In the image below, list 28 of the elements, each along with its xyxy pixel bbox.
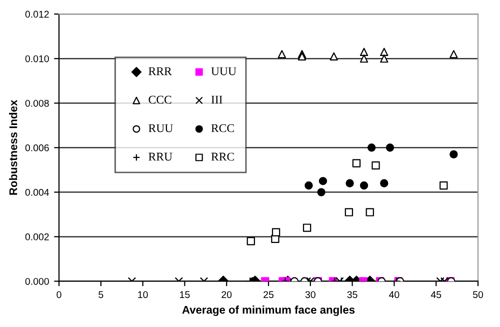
legend-label: CCC (148, 96, 172, 104)
x-tick-label: 15 (180, 291, 190, 298)
legend-label: RUU (148, 124, 173, 132)
x-tick-label: 0 (56, 291, 62, 298)
y-tick-label: 0.004 (25, 188, 49, 196)
legend-label: RRU (148, 152, 172, 161)
x-tick-label: 25 (264, 291, 274, 298)
legend-label: RRR (148, 67, 172, 76)
x-tick-label: 40 (389, 291, 400, 298)
x-tick-label: 10 (138, 291, 148, 298)
legend-label: RCC (211, 124, 234, 132)
y-tick-label: 0.006 (25, 144, 49, 152)
x-tick-label: 45 (430, 291, 442, 298)
y-tick-label: 0.012 (25, 10, 49, 18)
legend-label: III (211, 96, 222, 104)
y-tick-label: 0.010 (25, 55, 49, 62)
x-tick-label: 35 (347, 291, 358, 298)
legend-label: RRC (211, 152, 234, 161)
x-tick-label: 50 (472, 291, 484, 298)
y-tick-label: 0.008 (25, 100, 49, 107)
x-tick-label: 20 (222, 291, 232, 298)
y-axis-title: Robustness Index (9, 100, 18, 195)
x-tick-label: 30 (305, 291, 316, 298)
y-tick-label: 0.002 (25, 233, 49, 240)
x-tick-label: 5 (98, 291, 104, 298)
y-tick-label: 0.000 (25, 278, 49, 285)
legend-label: UUU (211, 67, 236, 76)
x-axis-title: Average of minimum face angles (182, 306, 355, 316)
